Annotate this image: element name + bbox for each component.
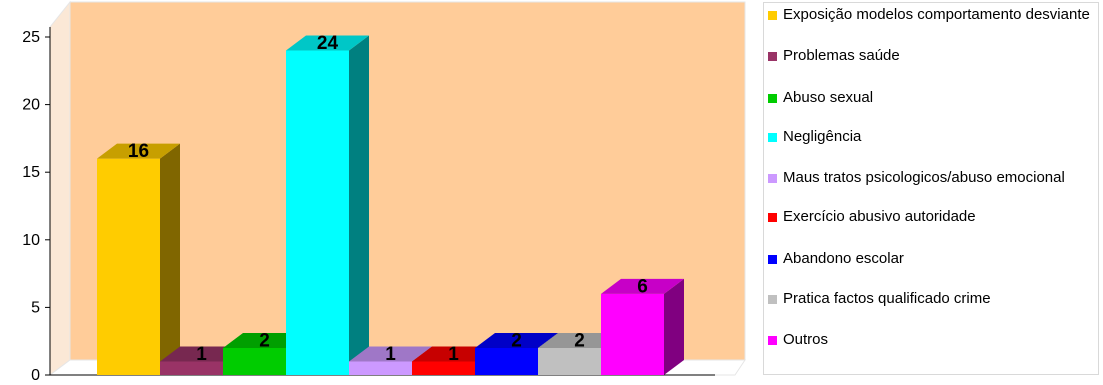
- y-tick-label: 10: [22, 232, 40, 249]
- legend-item: Abuso sexual: [768, 90, 1093, 105]
- bar-top: [160, 346, 243, 362]
- bar-top: [601, 278, 684, 294]
- bar: [97, 143, 180, 375]
- data-label: 1: [448, 344, 459, 365]
- bar-top: [412, 346, 495, 362]
- legend-label: Negligência: [783, 128, 862, 145]
- legend-swatch: [768, 213, 777, 222]
- bar-top: [97, 143, 180, 159]
- bar-front: [223, 347, 286, 375]
- data-label: 24: [317, 33, 339, 54]
- bar-top: [286, 35, 369, 51]
- bars: [97, 35, 684, 376]
- legend-swatch: [768, 174, 777, 183]
- y-tick-label: 0: [31, 367, 40, 384]
- legend-swatch: [768, 94, 777, 103]
- bar-chart: 0 5 10 15 20 25 16 1 2 24 1 1 2 2 6: [22, 0, 746, 384]
- legend: Exposição modelos comportamento desviant…: [763, 2, 1099, 375]
- legend-swatch: [768, 295, 777, 304]
- bar-front: [349, 361, 412, 375]
- data-label: 2: [511, 330, 522, 351]
- legend-label: Pratica factos qualificado crime: [783, 290, 991, 307]
- y-tick-label: 15: [22, 164, 40, 181]
- plot-walls: [48, 0, 746, 376]
- legend-item: Exercício abusivo autoridade: [768, 209, 1093, 224]
- legend-item: Abandono escolar: [768, 251, 1093, 266]
- legend-swatch: [768, 255, 777, 264]
- legend-item: Outros: [768, 332, 1093, 347]
- bar-front: [412, 361, 475, 375]
- data-label: 2: [574, 330, 585, 351]
- bar-top: [538, 332, 621, 348]
- legend-swatch: [768, 336, 777, 345]
- legend-label: Exposição modelos comportamento desviant…: [783, 6, 1090, 23]
- y-tick-label: 20: [22, 97, 40, 114]
- bar-side: [349, 35, 369, 376]
- legend-label: Problemas saúde: [783, 47, 900, 64]
- data-label: 6: [637, 276, 648, 297]
- bar-side: [664, 278, 684, 375]
- bar-front: [475, 347, 538, 375]
- legend-item: Pratica factos qualificado crime: [768, 291, 1093, 306]
- legend-swatch: [768, 11, 777, 20]
- legend-item: Maus tratos psicologicos/abuso emocional: [768, 170, 1093, 185]
- bar: [601, 278, 684, 375]
- data-label: 1: [196, 344, 207, 365]
- bar-front: [538, 347, 601, 375]
- side-wall: [49, 0, 71, 376]
- bar-top: [349, 346, 432, 362]
- legend-label: Outros: [783, 331, 829, 348]
- legend-item: Exposição modelos comportamento desviant…: [768, 7, 1093, 22]
- bar-top: [223, 332, 306, 348]
- bar-front: [286, 50, 349, 376]
- legend-label: Abuso sexual: [783, 89, 874, 106]
- y-tick-label: 25: [22, 29, 40, 46]
- legend-swatch: [768, 133, 777, 142]
- y-tick-label: 5: [31, 299, 40, 316]
- data-labels: 16 1 2 24 1 1 2 2 6: [128, 33, 648, 365]
- bar: [286, 35, 369, 376]
- bar-front: [160, 361, 223, 375]
- bar-top: [475, 332, 558, 348]
- legend-label: Exercício abusivo autoridade: [783, 208, 976, 225]
- bar-side: [160, 143, 180, 375]
- data-label: 16: [128, 141, 149, 162]
- legend-label: Maus tratos psicologicos/abuso emocional: [783, 169, 1065, 186]
- bar-front: [601, 293, 664, 375]
- data-label: 2: [259, 330, 270, 351]
- bar-front: [97, 158, 160, 375]
- legend-item: Problemas saúde: [768, 48, 1093, 63]
- legend-item: Negligência: [768, 129, 1093, 144]
- legend-swatch: [768, 52, 777, 61]
- legend-label: Abandono escolar: [783, 250, 904, 267]
- data-label: 1: [385, 344, 396, 365]
